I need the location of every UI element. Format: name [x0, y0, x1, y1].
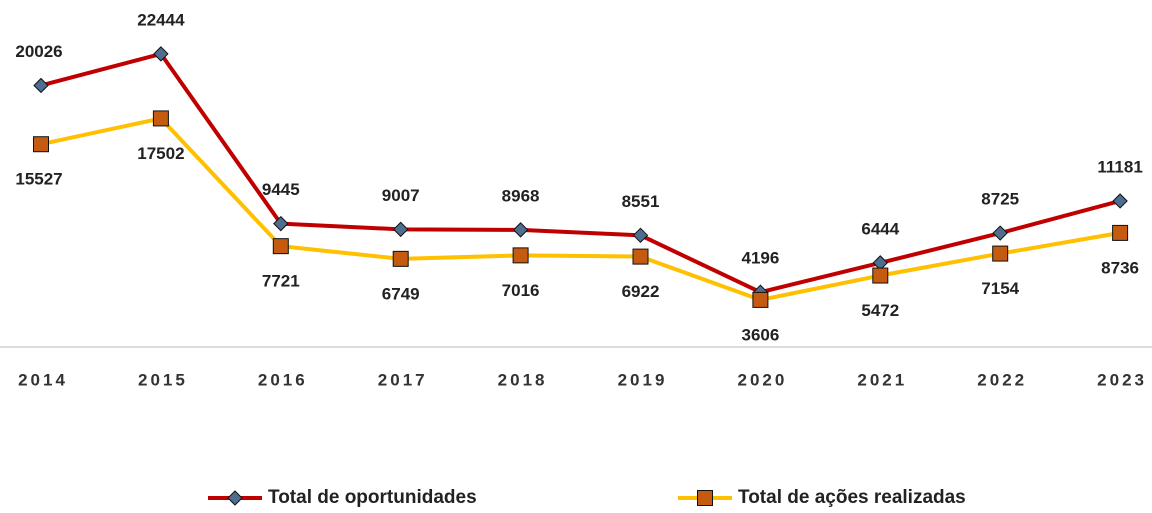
marker: [152, 110, 169, 127]
marker: [272, 238, 289, 255]
legend-label: Total de oportunidades: [268, 487, 477, 508]
data-label: 7721: [262, 272, 300, 291]
data-label: 3606: [741, 325, 779, 344]
marker: [512, 247, 529, 264]
marker: [872, 267, 889, 284]
marker: [273, 215, 289, 232]
data-label: 6749: [382, 284, 420, 303]
series-line: [40, 51, 1121, 295]
data-label: 22444: [137, 10, 185, 29]
x-tick-label: 2015: [138, 370, 188, 389]
data-label: 8551: [622, 192, 660, 211]
legend-label: Total de ações realizadas: [738, 487, 966, 508]
marker: [33, 136, 49, 153]
marker: [153, 46, 169, 62]
data-label: 8968: [502, 186, 540, 205]
marker: [33, 77, 49, 94]
x-tick-label: 2014: [18, 370, 68, 389]
marker: [632, 227, 649, 244]
data-label: 7154: [981, 279, 1019, 298]
marker: [1112, 224, 1129, 241]
data-label: 4196: [741, 249, 779, 268]
x-tick-label: 2022: [977, 370, 1027, 389]
marker: [392, 221, 409, 238]
marker: [992, 245, 1009, 262]
marker: [1112, 193, 1128, 209]
data-label: 20026: [15, 42, 62, 61]
data-label: 6922: [622, 282, 660, 301]
marker: [392, 250, 409, 267]
data-label: 7016: [502, 281, 540, 300]
marker: [632, 248, 649, 265]
data-label: 17502: [137, 144, 184, 163]
data-label: 9007: [382, 186, 420, 205]
data-label: 15527: [15, 170, 62, 189]
data-label: 5472: [861, 301, 899, 320]
x-tick-label: 2020: [737, 370, 787, 389]
marker: [697, 490, 713, 506]
series-line: [40, 116, 1121, 302]
marker: [752, 291, 769, 308]
x-tick-label: 2016: [258, 370, 308, 389]
marker: [227, 490, 243, 506]
data-label: 11181: [1097, 157, 1142, 176]
data-label: 8725: [981, 190, 1019, 209]
data-label: 8736: [1101, 258, 1139, 277]
x-tick-label: 2023: [1097, 370, 1147, 389]
marker: [992, 225, 1008, 241]
x-tick-label: 2018: [498, 370, 548, 389]
x-tick-label: 2017: [378, 370, 428, 389]
data-label: 9445: [262, 180, 300, 199]
x-tick-label: 2021: [857, 370, 907, 389]
marker: [512, 222, 529, 238]
x-tick-label: 2019: [618, 370, 668, 389]
data-label: 6444: [861, 219, 899, 238]
